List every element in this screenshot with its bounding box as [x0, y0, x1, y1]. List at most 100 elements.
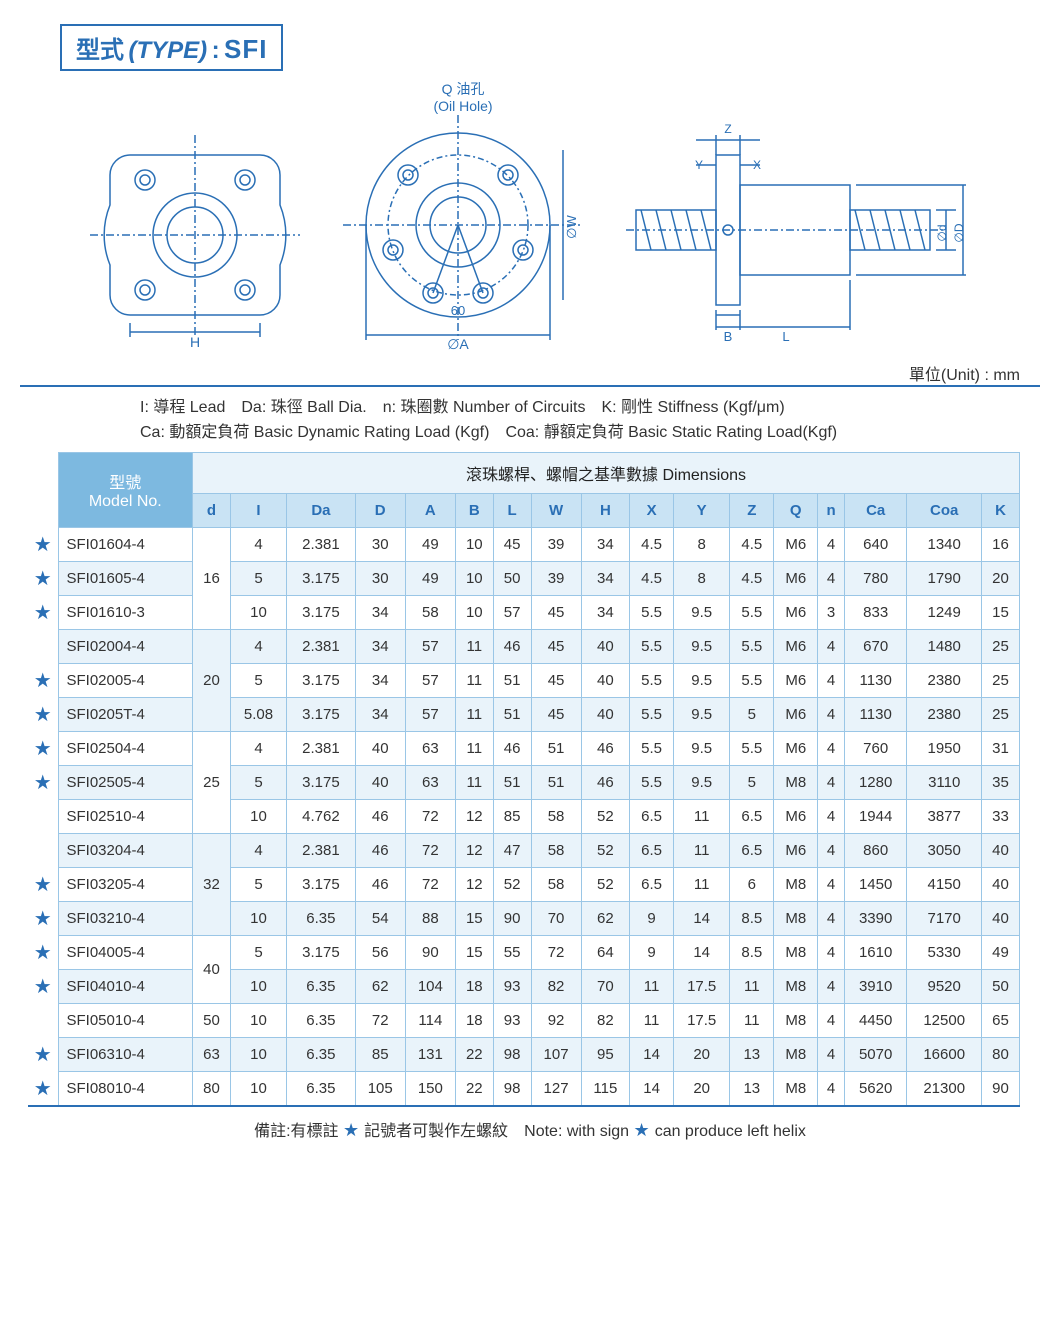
cell-Coa: 2380: [907, 697, 982, 731]
unit-note: 單位(Unit) : mm: [20, 361, 1040, 385]
cell-B: 11: [455, 629, 493, 663]
cell-D: 34: [355, 629, 405, 663]
cell-W: 92: [531, 1003, 581, 1037]
cell-X: 5.5: [630, 629, 674, 663]
cell-Da: 6.35: [287, 1003, 356, 1037]
cell-H: 34: [581, 561, 629, 595]
cell-Ca: 5620: [844, 1071, 906, 1106]
cell-W: 107: [531, 1037, 581, 1071]
cell-D: 56: [355, 935, 405, 969]
type-value: SFI: [224, 34, 267, 64]
cell-I: 5: [230, 561, 286, 595]
cell-model: SFI08010-4: [58, 1071, 193, 1106]
cell-A: 57: [405, 629, 455, 663]
cell-H: 46: [581, 731, 629, 765]
cell-Y: 9.5: [674, 629, 730, 663]
table-row: ★SFI06310-463106.3585131229810795142013M…: [28, 1037, 1020, 1071]
cell-A: 72: [405, 833, 455, 867]
cell-K: 49: [982, 935, 1020, 969]
cell-Ca: 3910: [844, 969, 906, 1003]
cell-B: 10: [455, 561, 493, 595]
cell-Q: M8: [774, 1037, 818, 1071]
cell-model: SFI02510-4: [58, 799, 193, 833]
cell-H: 40: [581, 629, 629, 663]
cell-A: 63: [405, 731, 455, 765]
cell-K: 40: [982, 833, 1020, 867]
cell-Coa: 9520: [907, 969, 982, 1003]
cell-W: 51: [531, 765, 581, 799]
col-dim-title: 滾珠螺桿、螺帽之基準數據 Dimensions: [193, 452, 1020, 493]
cell-L: 98: [493, 1037, 531, 1071]
table-row: ★SFI02005-453.1753457115145405.59.55.5M6…: [28, 663, 1020, 697]
diagram-round: 60 ∅A ∅W: [338, 115, 588, 355]
cell-A: 104: [405, 969, 455, 1003]
cell-X: 5.5: [630, 765, 674, 799]
cell-Q: M6: [774, 595, 818, 629]
cell-Ca: 1944: [844, 799, 906, 833]
cell-Coa: 1249: [907, 595, 982, 629]
cell-Z: 8.5: [730, 901, 774, 935]
cell-Da: 2.381: [287, 527, 356, 561]
cell-model: SFI03205-4: [58, 867, 193, 901]
table-row: ★SFI0205T-45.083.1753457115145405.59.55M…: [28, 697, 1020, 731]
cell-D: 30: [355, 527, 405, 561]
footnote-post: can produce left helix: [655, 1123, 806, 1140]
cell-W: 70: [531, 901, 581, 935]
cell-Y: 20: [674, 1071, 730, 1106]
cell-Z: 5.5: [730, 731, 774, 765]
cell-W: 45: [531, 697, 581, 731]
cell-D: 85: [355, 1037, 405, 1071]
cell-W: 58: [531, 867, 581, 901]
cell-Ca: 860: [844, 833, 906, 867]
cell-L: 52: [493, 867, 531, 901]
cell-n: 4: [818, 527, 845, 561]
cell-D: 62: [355, 969, 405, 1003]
type-sep: :: [212, 37, 220, 64]
star-icon: ★: [28, 561, 58, 595]
col-n: n: [818, 493, 845, 527]
cell-D: 105: [355, 1071, 405, 1106]
col-model-zh: 型號: [63, 469, 189, 493]
cell-Z: 13: [730, 1071, 774, 1106]
star-icon: ★: [28, 935, 58, 969]
cell-L: 46: [493, 731, 531, 765]
col-d: d: [193, 493, 231, 527]
cell-B: 12: [455, 867, 493, 901]
col-I: I: [230, 493, 286, 527]
col-model-en: Model No.: [63, 493, 189, 511]
dim-L: L: [782, 329, 789, 344]
cell-Ca: 1130: [844, 697, 906, 731]
col-A: A: [405, 493, 455, 527]
table-row: ★SFI01604-41642.3813049104539344.584.5M6…: [28, 527, 1020, 561]
cell-n: 4: [818, 1037, 845, 1071]
cell-X: 14: [630, 1071, 674, 1106]
cell-H: 82: [581, 1003, 629, 1037]
table-row: SFI02510-4104.7624672128558526.5116.5M64…: [28, 799, 1020, 833]
cell-model: SFI01610-3: [58, 595, 193, 629]
cell-X: 6.5: [630, 833, 674, 867]
cell-H: 115: [581, 1071, 629, 1106]
table-row: ★SFI04005-44053.1755690155572649148.5M84…: [28, 935, 1020, 969]
cell-A: 90: [405, 935, 455, 969]
cell-X: 5.5: [630, 663, 674, 697]
cell-I: 10: [230, 595, 286, 629]
diagram-row: H Q 油孔 (Oil Hole): [20, 77, 1040, 361]
cell-L: 46: [493, 629, 531, 663]
cell-model: SFI02005-4: [58, 663, 193, 697]
dim-angle: 60: [451, 303, 465, 318]
cell-I: 10: [230, 799, 286, 833]
cell-X: 6.5: [630, 867, 674, 901]
cell-H: 64: [581, 935, 629, 969]
cell-I: 10: [230, 901, 286, 935]
cell-n: 4: [818, 1003, 845, 1037]
col-Y: Y: [674, 493, 730, 527]
table-row: ★SFI03210-4106.355488159070629148.5M8433…: [28, 901, 1020, 935]
star-icon: ★: [28, 697, 58, 731]
cell-L: 47: [493, 833, 531, 867]
cell-D: 34: [355, 697, 405, 731]
cell-A: 63: [405, 765, 455, 799]
cell-X: 11: [630, 1003, 674, 1037]
cell-K: 25: [982, 629, 1020, 663]
cell-model: SFI05010-4: [58, 1003, 193, 1037]
cell-W: 58: [531, 799, 581, 833]
